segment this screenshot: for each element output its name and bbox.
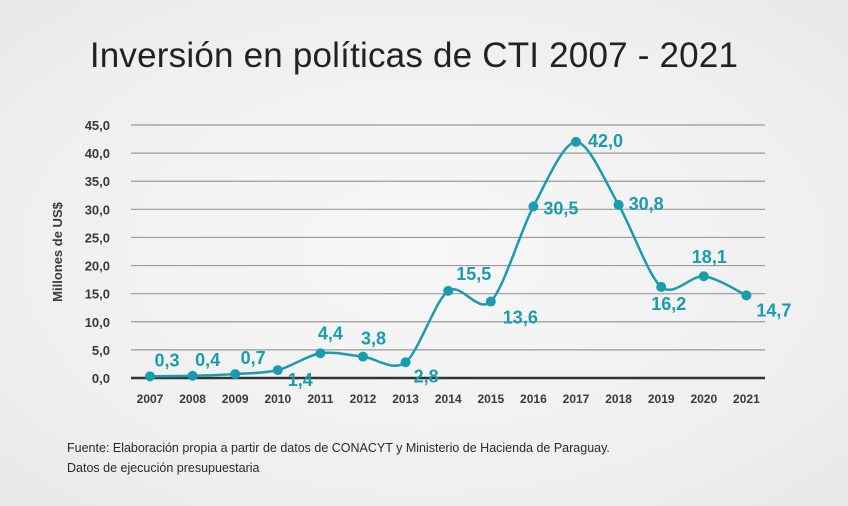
data-point (400, 357, 411, 368)
x-tick-label: 2008 (179, 392, 206, 406)
data-point (443, 285, 454, 296)
data-point (145, 371, 155, 382)
data-label: 18,1 (692, 247, 727, 267)
source-line-1: Fuente: Elaboración propia a partir de d… (67, 441, 610, 455)
data-point (315, 348, 326, 359)
x-tick-label: 2018 (605, 392, 632, 406)
x-tick-label: 2016 (520, 392, 547, 406)
x-tick-label: 2019 (648, 392, 675, 406)
data-label: 0,4 (195, 350, 220, 370)
data-label: 3,8 (361, 329, 386, 349)
y-axis-ticks: 0,0 5,0 10,0 15,0 20,0 25,0 30,0 35,0 40,0 45,0 (85, 118, 110, 386)
x-tick-label: 2013 (392, 392, 419, 406)
x-tick-label: 2021 (733, 392, 760, 406)
data-point (358, 351, 368, 362)
x-tick-label: 2009 (222, 392, 249, 406)
data-point (741, 290, 752, 301)
y-tick-label: 15,0 (85, 287, 110, 302)
y-tick-label: 30,0 (85, 202, 110, 217)
data-label: 42,0 (588, 131, 623, 151)
source-note: Fuente: Elaboración propia a partir de d… (67, 438, 610, 478)
y-tick-label: 25,0 (85, 230, 110, 245)
data-label: 30,8 (629, 194, 664, 214)
x-tick-label: 2011 (307, 392, 333, 406)
data-label: 14,7 (756, 300, 791, 320)
data-point (698, 271, 709, 282)
x-tick-label: 2007 (137, 392, 164, 406)
data-point (230, 369, 241, 380)
data-point (613, 199, 624, 210)
source-line-2: Datos de ejecución presupuestaria (67, 461, 260, 475)
data-point (187, 370, 198, 381)
chart-title: Inversión en políticas de CTI 2007 - 202… (89, 36, 739, 75)
x-tick-label: 2015 (477, 392, 504, 406)
x-axis-ticks: 2007 2008 2009 2010 2011 2012 2013 2014 2015 2016… (137, 392, 760, 406)
x-tick-label: 2012 (350, 392, 377, 406)
data-labels: 0,3 0,4 0,7 1,4 4,4 3,8 2,8 15,5 13,6 30,5 42,0 30,… (154, 131, 791, 390)
x-tick-label: 2020 (690, 392, 717, 406)
data-label: 2,8 (414, 366, 439, 386)
y-tick-label: 20,0 (85, 259, 110, 274)
data-label: 1,4 (288, 370, 313, 390)
y-tick-label: 10,0 (85, 315, 110, 330)
data-label: 0,3 (154, 350, 179, 370)
gridlines (131, 124, 765, 380)
data-point (272, 365, 283, 376)
line-chart: 0,0 5,0 10,0 15,0 20,0 25,0 30,0 35,0 40,0 45,0 2… (50, 118, 791, 406)
y-tick-label: 35,0 (85, 174, 110, 189)
data-label: 30,5 (543, 199, 578, 219)
data-point (485, 296, 496, 307)
data-label: 15,5 (456, 264, 491, 284)
data-label: 16,2 (651, 294, 686, 314)
data-point (571, 136, 581, 147)
data-label: 4,4 (318, 323, 343, 343)
data-point (528, 201, 539, 212)
data-points (145, 136, 752, 382)
y-tick-label: 5,0 (92, 343, 110, 358)
y-axis-label: Millones de US$ (50, 201, 65, 301)
x-tick-label: 2017 (563, 392, 590, 406)
data-point (656, 281, 667, 292)
y-tick-label: 0,0 (92, 371, 110, 386)
y-tick-label: 45,0 (85, 118, 110, 133)
data-label: 0,7 (241, 348, 266, 368)
x-tick-label: 2014 (435, 392, 462, 406)
x-tick-label: 2010 (264, 392, 291, 406)
data-label: 13,6 (503, 308, 538, 328)
series-line (149, 140, 747, 378)
y-tick-label: 40,0 (85, 146, 110, 161)
